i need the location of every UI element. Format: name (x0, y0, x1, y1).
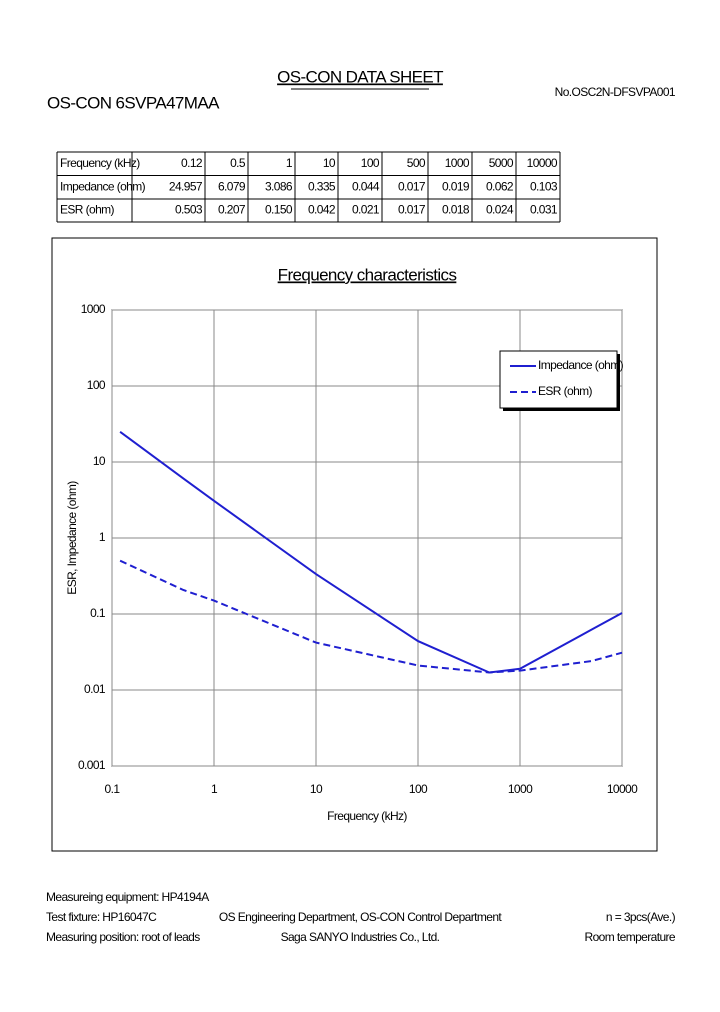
footer-department: OS Engineering Department, OS-CON Contro… (219, 910, 503, 924)
data-line (119, 559, 623, 674)
data-line (119, 430, 623, 674)
table-cell: 0.12 (181, 156, 203, 170)
legend-label: ESR (ohm) (538, 384, 593, 398)
table-cell: 0.062 (486, 179, 514, 193)
table-cell: 1000 (445, 156, 470, 170)
doc-title: OS-CON DATA SHEET (277, 67, 443, 86)
legend (499, 350, 618, 409)
chart-title: Frequency characteristics (278, 265, 457, 284)
x-tick-label: 100 (409, 782, 428, 796)
table-cell: 500 (407, 156, 426, 170)
table-cell: 0.019 (442, 179, 470, 193)
table-cell: 0.207 (218, 203, 246, 217)
table-cell: 6.079 (218, 179, 246, 193)
x-axis-label: Frequency (kHz) (327, 809, 407, 823)
table-cell: 100 (361, 156, 380, 170)
y-tick-label: 100 (87, 378, 106, 392)
y-tick-label: 1000 (81, 302, 106, 316)
part-number: OS-CON 6SVPA47MAA (47, 93, 220, 112)
table-cell: 1 (286, 156, 293, 170)
table-cell: 10 (323, 156, 336, 170)
table-cell: 5000 (489, 156, 514, 170)
table-cell: 3.086 (265, 179, 293, 193)
footer-company: Saga SANYO Industries Co., Ltd. (281, 930, 440, 944)
footer-fixture: Test fixture: HP16047C (46, 910, 157, 924)
table-row-label: Frequency (kHz) (60, 156, 140, 170)
y-tick-label: 0.001 (78, 758, 106, 772)
y-axis-label: ESR, Impedance (ohm) (65, 481, 79, 595)
doc-number: No.OSC2N-DFSVPA001 (555, 85, 676, 99)
footer-equipment: Measureing equipment: HP4194A (46, 890, 209, 904)
table-cell: 0.017 (398, 203, 426, 217)
table-cell: 0.031 (530, 203, 558, 217)
table-cell: 0.042 (308, 203, 336, 217)
chart-frame (51, 237, 658, 852)
table-cell: 0.335 (308, 179, 336, 193)
y-tick-label: 10 (93, 454, 106, 468)
legend-label: Impedance (ohm) (538, 358, 624, 372)
footer-samples: n = 3pcs(Ave.) (606, 910, 676, 924)
table-cell: 0.503 (175, 203, 203, 217)
table-cell: 0.5 (230, 156, 246, 170)
footer-position: Measuring position: root of leads (46, 930, 200, 944)
table-cell: 10000 (527, 156, 558, 170)
table-cell: 0.018 (442, 203, 470, 217)
y-tick-label: 0.01 (84, 682, 106, 696)
table-row-label: ESR (ohm) (60, 203, 115, 217)
x-tick-label: 10 (310, 782, 323, 796)
x-tick-label: 1 (211, 782, 218, 796)
table-cell: 0.103 (530, 179, 558, 193)
y-tick-label: 0.1 (90, 606, 106, 620)
x-tick-label: 0.1 (105, 782, 121, 796)
table-cell: 0.024 (486, 203, 514, 217)
table-cell: 0.021 (352, 203, 380, 217)
table-cell: 24.957 (169, 179, 203, 193)
x-tick-label: 1000 (508, 782, 533, 796)
table-cell: 0.017 (398, 179, 426, 193)
table-cell: 0.150 (265, 203, 293, 217)
footer-temperature: Room temperature (585, 930, 676, 944)
y-tick-label: 1 (99, 530, 106, 544)
table-row-label: Impedance (ohm) (60, 179, 146, 193)
x-tick-label: 10000 (607, 782, 638, 796)
table-cell: 0.044 (352, 179, 380, 193)
